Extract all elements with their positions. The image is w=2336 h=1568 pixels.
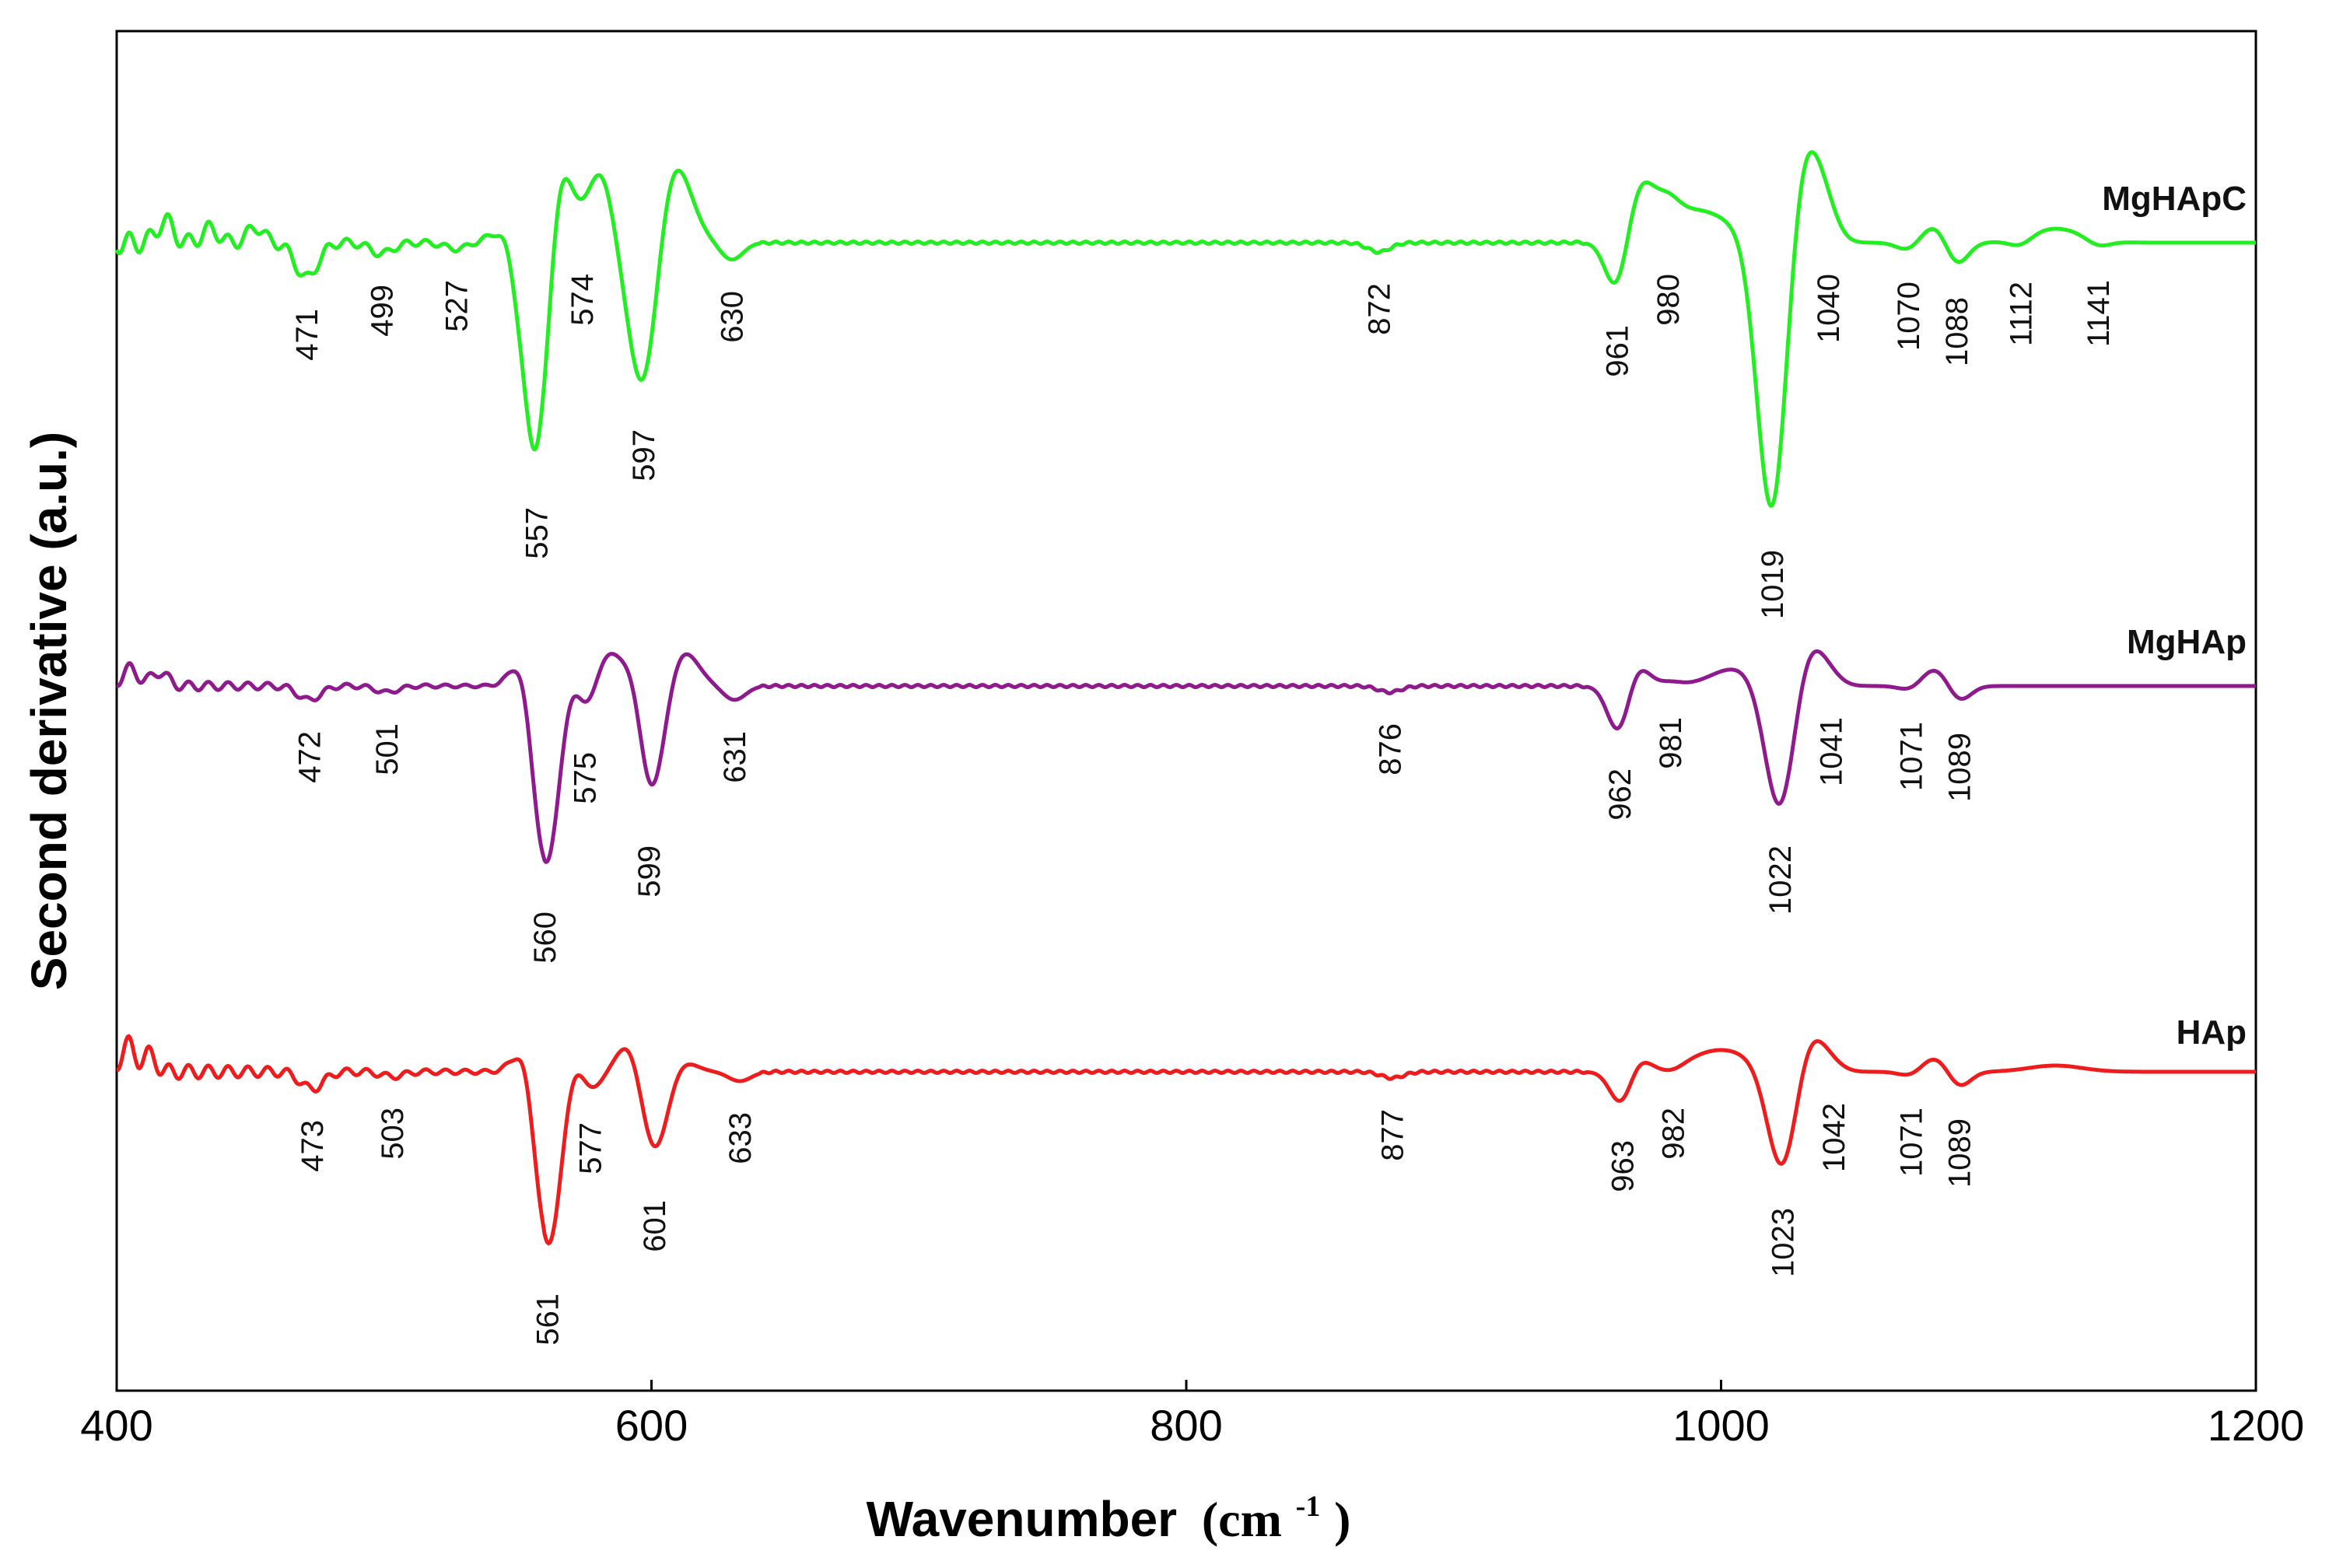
series-line-hap (116, 1034, 2257, 1246)
x-axis-label-text: Wavenumber (867, 1491, 1178, 1547)
peak-label-mghap-472: 472 (293, 731, 327, 783)
peak-label-hap-877: 877 (1376, 1109, 1410, 1161)
peak-label-mghapc-1088: 1088 (1940, 297, 1974, 366)
series-name-mghap: MgHAp (2127, 623, 2247, 661)
peak-label-mghapc-1070: 1070 (1892, 282, 1926, 351)
x-axis-unit-sup: -1 (1296, 1490, 1321, 1523)
peak-label-mghap-1041: 1041 (1814, 717, 1848, 786)
peak-label-mghap-962: 962 (1603, 768, 1637, 821)
peak-label-mghap-599: 599 (632, 845, 667, 898)
peak-label-mghap-1089: 1089 (1942, 733, 1977, 802)
peak-label-mghapc-1019: 1019 (1756, 550, 1790, 619)
y-axis-label: Second derivative (a.u.) (21, 432, 77, 990)
peak-label-mghap-631: 631 (718, 731, 752, 783)
x-axis-ticks: 400 600 800 1000 1200 (80, 1380, 2304, 1450)
peak-label-mghapc-872: 872 (1363, 283, 1397, 335)
x-axis-label: Wavenumber (cm -1 ) (867, 1471, 1351, 1547)
x-tick-label-800: 800 (1150, 1401, 1222, 1450)
peak-label-mghapc-980: 980 (1651, 274, 1686, 326)
peak-label-hap-503: 503 (376, 1108, 410, 1160)
peak-label-hap-1071: 1071 (1895, 1108, 1929, 1177)
peak-label-hap-1089: 1089 (1942, 1118, 1977, 1188)
peak-label-mghap-575: 575 (569, 752, 603, 804)
series-curves (114, 150, 2257, 1246)
series-name-mghapc: MgHApC (2102, 180, 2247, 218)
peak-label-hap-601: 601 (638, 1200, 672, 1252)
x-tick-label-600: 600 (615, 1401, 688, 1450)
peak-label-mghapc-597: 597 (627, 429, 661, 481)
peak-label-mghapc-1040: 1040 (1812, 274, 1846, 343)
peak-label-mghap-981: 981 (1654, 717, 1688, 769)
peak-label-mghap-501: 501 (370, 723, 405, 775)
plot-frame (115, 30, 2257, 1392)
peak-label-mghapc-1141: 1141 (2082, 280, 2116, 347)
peak-label-mghapc-499: 499 (365, 285, 399, 337)
series-line-mghap (116, 649, 2257, 864)
peak-label-mghapc-527: 527 (440, 280, 475, 332)
peak-label-hap-1023: 1023 (1767, 1208, 1801, 1277)
x-tick-label-400: 400 (80, 1401, 152, 1450)
peak-label-hap-561: 561 (531, 1293, 565, 1346)
x-axis-unit-close: ) (1334, 1492, 1350, 1547)
series-names: MgHApC MgHAp HAp (2102, 180, 2247, 1052)
series-name-hap: HAp (2177, 1013, 2247, 1052)
peak-label-hap-963: 963 (1606, 1140, 1640, 1192)
peak-label-mghapc-471: 471 (290, 309, 324, 361)
peak-label-mghap-876: 876 (1373, 723, 1407, 775)
x-tick-label-1200: 1200 (2208, 1401, 2305, 1450)
peak-label-hap-982: 982 (1657, 1108, 1691, 1160)
peak-label-mghap-560: 560 (528, 912, 562, 964)
peak-label-mghap-1022: 1022 (1763, 845, 1798, 915)
x-tick-label-1000: 1000 (1672, 1401, 1770, 1450)
peak-label-hap-473: 473 (296, 1120, 330, 1172)
peak-label-mghapc-961: 961 (1600, 325, 1634, 377)
peak-label-mghapc-557: 557 (520, 507, 555, 559)
peak-label-mghapc-630: 630 (716, 291, 750, 343)
peak-label-hap-577: 577 (573, 1122, 608, 1174)
peak-label-hap-633: 633 (723, 1112, 758, 1164)
x-axis-unit: (cm (1202, 1492, 1282, 1547)
peak-label-mghap-1071: 1071 (1895, 722, 1929, 791)
peak-label-mghapc-574: 574 (566, 274, 600, 326)
peak-label-hap-1042: 1042 (1817, 1103, 1851, 1172)
peak-label-mghapc-1112: 1112 (2005, 282, 2039, 346)
peak-labels: 471 499 527 557 574 597 630 872 961 980 1019 1040 10… (290, 274, 2116, 1346)
series-line-mghapc (114, 150, 2257, 508)
